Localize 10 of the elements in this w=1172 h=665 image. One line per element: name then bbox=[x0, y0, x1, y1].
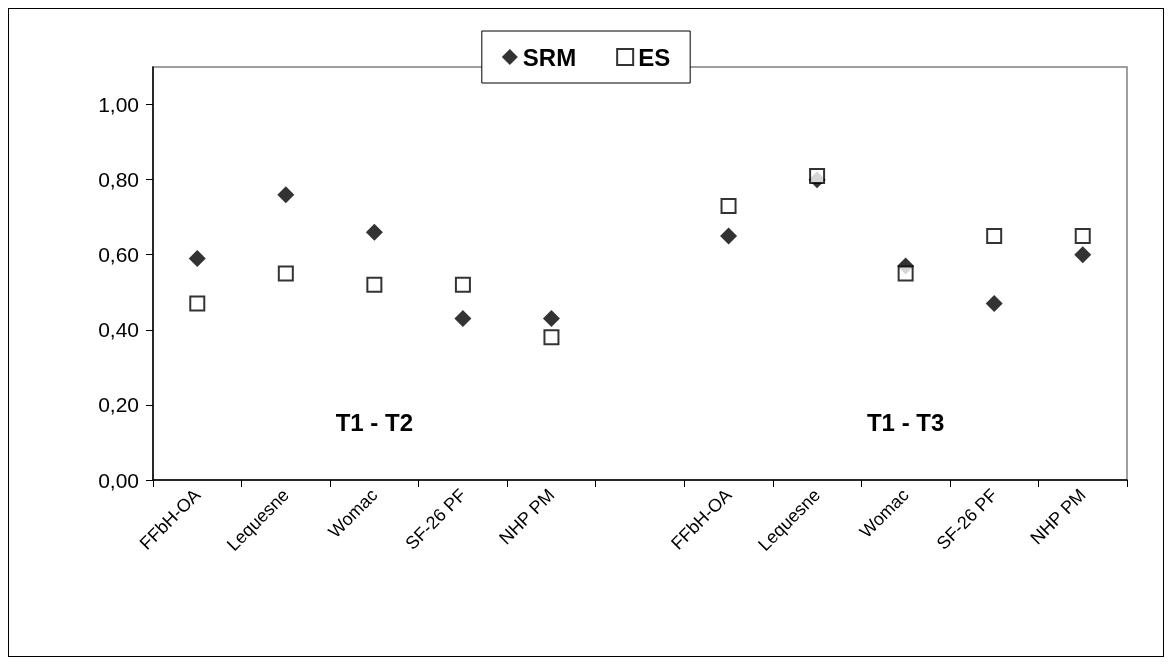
y-tick-label: 0,20 bbox=[98, 393, 139, 417]
annotation: T1 - T3 bbox=[866, 408, 945, 436]
y-tick-label: 1,00 bbox=[98, 93, 139, 117]
y-tick-label: 0,60 bbox=[98, 243, 139, 267]
legend-label: ES bbox=[638, 43, 671, 71]
y-tick-label: 0,00 bbox=[98, 468, 139, 492]
y-tick-label: 0,80 bbox=[98, 168, 139, 192]
legend-label: SRM bbox=[522, 43, 577, 71]
annotation: T1 - T2 bbox=[335, 408, 414, 436]
y-tick-label: 0,40 bbox=[98, 318, 139, 342]
